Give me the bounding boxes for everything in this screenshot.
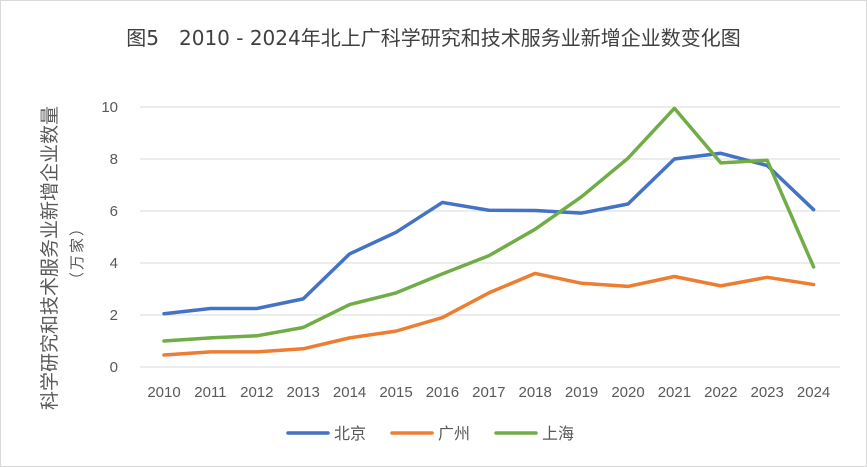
chart-title: 图5 2010 - 2024年北上广科学研究和技术服务业新增企业数变化图 (126, 26, 741, 50)
x-tick-label: 2020 (611, 384, 644, 401)
x-tick-label: 2019 (565, 384, 598, 401)
legend-label: 广州 (438, 424, 470, 443)
y-axis-ticks: 0 2 4 6 8 10 (101, 99, 118, 376)
legend: 北京 广州 上海 (286, 424, 574, 443)
x-axis-ticks: 2010 2011 2012 2013 2014 2015 2016 2017 2018 2019… (147, 384, 830, 401)
legend-label: 北京 (334, 424, 366, 443)
x-tick-label: 2012 (240, 384, 273, 401)
series-line (162, 271, 816, 357)
legend-label: 上海 (542, 424, 574, 443)
x-tick-label: 2016 (426, 384, 459, 401)
y-tick-label: 8 (110, 151, 118, 168)
y-tick-label: 2 (110, 307, 118, 324)
x-tick-label: 2015 (379, 384, 412, 401)
x-tick-label: 2021 (658, 384, 691, 401)
x-tick-label: 2017 (472, 384, 505, 401)
y-tick-label: 0 (110, 359, 118, 376)
x-tick-label: 2013 (287, 384, 320, 401)
x-tick-label: 2014 (333, 384, 366, 401)
x-tick-label: 2018 (519, 384, 552, 401)
y-tick-label: 6 (110, 203, 118, 220)
y-axis-unit: （万家） (68, 219, 86, 287)
x-tick-label: 2010 (147, 384, 180, 401)
y-tick-label: 4 (110, 255, 118, 272)
y-tick-label: 10 (101, 99, 118, 116)
x-tick-label: 2011 (194, 384, 226, 401)
x-tick-label: 2024 (797, 384, 830, 401)
series-lines (162, 106, 816, 357)
x-tick-label: 2022 (704, 384, 737, 401)
y-axis-label: 科学研究和技术服务业新增企业数量 (39, 106, 61, 410)
series-line (162, 151, 816, 316)
x-tick-label: 2023 (751, 384, 784, 401)
gridlines (140, 106, 840, 368)
